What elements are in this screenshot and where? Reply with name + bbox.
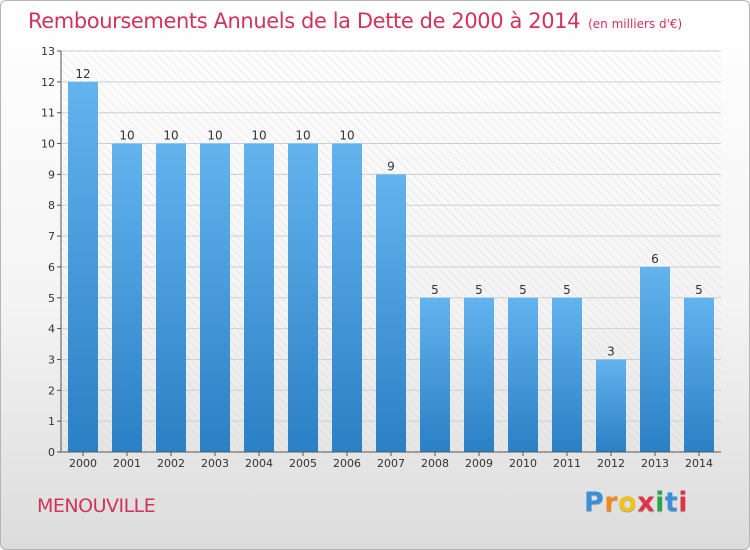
x-tick-label: 2011 [553, 457, 581, 470]
x-tick-label: 2004 [245, 457, 273, 470]
bar [112, 143, 142, 453]
bar-value-label: 10 [339, 129, 354, 143]
y-tick-label: 6 [48, 261, 55, 274]
x-tick-label: 2002 [157, 457, 185, 470]
x-tick-label: 2014 [685, 457, 713, 470]
bar-value-label: 6 [651, 252, 659, 266]
logo-letter: x [637, 487, 656, 518]
bar [420, 297, 450, 452]
y-tick-label: 13 [41, 45, 55, 58]
bar-value-label: 10 [163, 129, 178, 143]
bar [552, 297, 582, 452]
x-tick-label: 2007 [377, 457, 405, 470]
logo-letter: P [584, 487, 605, 518]
bar-value-label: 5 [563, 283, 571, 297]
bar [684, 297, 714, 452]
bar-value-label: 10 [119, 129, 134, 143]
y-tick-label: 2 [48, 384, 55, 397]
x-tick-label: 2000 [69, 457, 97, 470]
y-tick-label: 1 [48, 415, 55, 428]
bar [156, 143, 186, 453]
bar-value-label: 10 [295, 129, 310, 143]
bar-value-label: 10 [207, 129, 222, 143]
y-tick-label: 4 [48, 323, 55, 336]
logo-letter: r [604, 487, 619, 518]
bar-value-label: 9 [387, 159, 395, 173]
x-tick-label: 2012 [597, 457, 625, 470]
bar-value-label: 10 [251, 129, 266, 143]
bar [68, 81, 98, 452]
y-tick-label: 8 [48, 199, 55, 212]
x-tick-label: 2008 [421, 457, 449, 470]
proxiti-logo: Proxiti [584, 487, 688, 518]
commune-name: MENOUVILLE [37, 495, 156, 517]
x-tick-label: 2010 [509, 457, 537, 470]
logo-letter: i [678, 487, 689, 518]
bar-value-label: 5 [475, 283, 483, 297]
y-tick-label: 0 [48, 446, 55, 459]
bar-value-label: 5 [431, 283, 439, 297]
y-tick-label: 7 [48, 230, 55, 243]
y-tick-label: 11 [41, 107, 55, 120]
bar [464, 297, 494, 452]
bar [244, 143, 274, 453]
bar-value-label: 3 [607, 344, 615, 358]
bar-value-label: 12 [75, 67, 90, 81]
bar [200, 143, 230, 453]
logo-letter: t [664, 487, 679, 518]
y-tick-label: 10 [41, 138, 55, 151]
bar [332, 143, 362, 453]
x-tick-label: 2013 [641, 457, 669, 470]
chart-title: Remboursements Annuels de la Dette de 20… [28, 9, 682, 33]
y-tick-label: 12 [41, 76, 55, 89]
logo-letter: i [655, 487, 665, 518]
y-tick-label: 3 [48, 353, 55, 366]
chart-unit: (en milliers d'€) [588, 17, 683, 31]
chart-title-text: Remboursements Annuels de la Dette de 20… [28, 9, 581, 33]
bar [288, 143, 318, 453]
x-tick-label: 2009 [465, 457, 493, 470]
bar-value-label: 5 [519, 283, 527, 297]
logo-letter: o [618, 487, 638, 518]
y-tick-label: 9 [48, 168, 55, 181]
x-tick-label: 2001 [113, 457, 141, 470]
bar-value-label: 5 [695, 283, 703, 297]
bar [376, 174, 406, 452]
bar [640, 266, 670, 452]
y-tick-label: 5 [48, 292, 55, 305]
bar [508, 297, 538, 452]
bar [596, 359, 626, 452]
x-tick-label: 2005 [289, 457, 317, 470]
x-tick-label: 2006 [333, 457, 361, 470]
x-tick-label: 2003 [201, 457, 229, 470]
